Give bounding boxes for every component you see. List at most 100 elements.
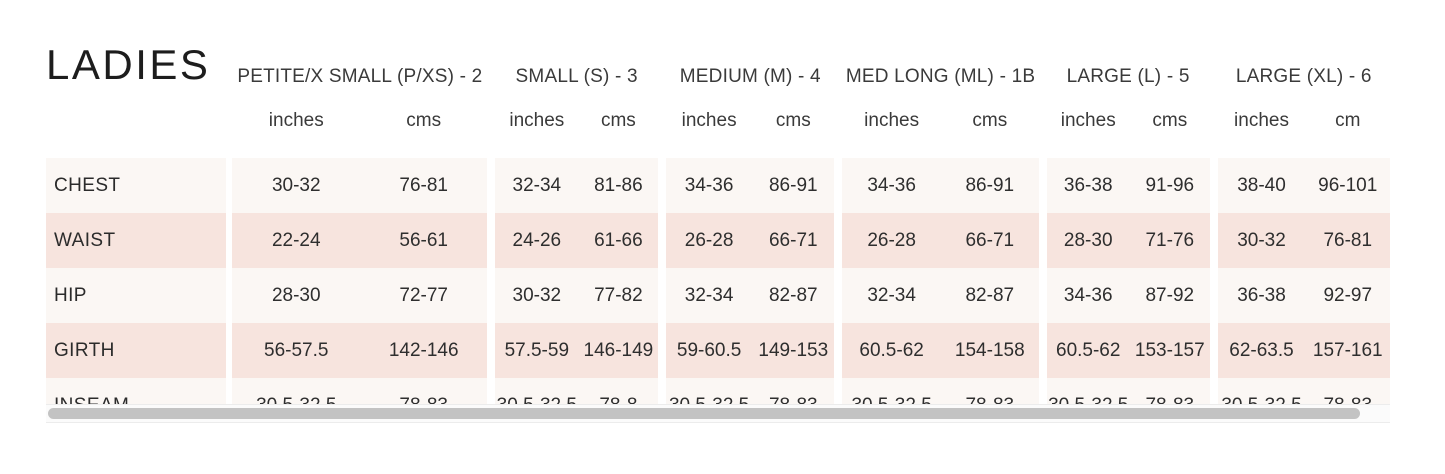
cell-girth-s-cms: 146-149 — [578, 323, 659, 378]
gutter — [834, 158, 843, 213]
cell-hip-pxs-inches: 28-30 — [232, 268, 361, 323]
cell-inseam-ml-cms: 78-83 — [940, 378, 1039, 405]
cell-hip-ml-cms: 82-87 — [940, 268, 1039, 323]
cell-chest-m-cms: 86-91 — [752, 158, 835, 213]
gutter — [658, 0, 667, 86]
gutter — [1209, 323, 1218, 378]
gutter — [487, 213, 496, 268]
unit-header-ml-cms: cms — [972, 110, 1008, 131]
cell-hip-s-inches: 30-32 — [495, 268, 579, 323]
gutter — [834, 323, 843, 378]
row-label-hip: HIP — [46, 268, 226, 323]
gutter — [834, 86, 843, 158]
cell-inseam-m-inches: 30.5-32.5 — [666, 378, 753, 405]
gutter — [1038, 378, 1047, 405]
size-group-header-m: MEDIUM (M) - 4 — [679, 66, 821, 87]
cell-inseam-xl-inches: 30.5-32.5 — [1217, 378, 1306, 405]
horizontal-scrollbar[interactable] — [46, 404, 1390, 423]
cell-waist-xl-inches: 30-32 — [1217, 213, 1306, 268]
gutter — [834, 268, 843, 323]
table-row: HIP 28-30 72-77 30-32 77-82 32-34 82-87 … — [46, 268, 1390, 323]
cell-chest-m-inches: 34-36 — [666, 158, 753, 213]
cell-chest-pxs-inches: 30-32 — [232, 158, 361, 213]
gutter — [487, 268, 496, 323]
cell-chest-s-cms: 81-86 — [578, 158, 659, 213]
cell-girth-l-inches: 60.5-62 — [1046, 323, 1130, 378]
cell-inseam-m-cms: 78-83 — [752, 378, 835, 405]
gutter — [225, 213, 233, 268]
unit-header-pxs-inches: inches — [268, 110, 324, 131]
gutter — [487, 0, 496, 86]
cell-hip-xl-inches: 36-38 — [1217, 268, 1306, 323]
cell-inseam-xl-cms: 78-83 — [1305, 378, 1390, 405]
cell-inseam-s-inches: 30.5-32.5 — [495, 378, 579, 405]
cell-inseam-l-cms: 78-83 — [1129, 378, 1210, 405]
cell-inseam-pxs-inches: 30.5-32.5 — [232, 378, 361, 405]
cell-hip-xl-cms: 92-97 — [1305, 268, 1390, 323]
gutter — [225, 268, 233, 323]
size-group-header-l: LARGE (L) - 5 — [1066, 66, 1190, 87]
gutter — [225, 158, 233, 213]
row-label-inseam: INSEAM — [46, 378, 226, 405]
gutter — [658, 158, 667, 213]
gutter — [487, 323, 496, 378]
header-unit-spacer — [46, 86, 226, 158]
cell-waist-m-cms: 66-71 — [752, 213, 835, 268]
gutter — [487, 86, 496, 158]
cell-hip-l-inches: 34-36 — [1046, 268, 1130, 323]
gutter — [658, 268, 667, 323]
gutter — [1038, 86, 1047, 158]
cell-girth-ml-cms: 154-158 — [940, 323, 1039, 378]
gutter — [1038, 268, 1047, 323]
cell-chest-xl-inches: 38-40 — [1217, 158, 1306, 213]
cell-chest-l-inches: 36-38 — [1046, 158, 1130, 213]
cell-girth-xl-cms: 157-161 — [1305, 323, 1390, 378]
unit-header-xl-inches: inches — [1234, 110, 1289, 131]
cell-girth-xl-inches: 62-63.5 — [1217, 323, 1306, 378]
gutter — [1209, 158, 1218, 213]
cell-waist-ml-cms: 66-71 — [940, 213, 1039, 268]
cell-hip-pxs-cms: 72-77 — [360, 268, 488, 323]
cell-girth-l-cms: 153-157 — [1129, 323, 1210, 378]
unit-header-l-inches: inches — [1060, 110, 1116, 131]
cell-waist-xl-cms: 76-81 — [1305, 213, 1390, 268]
row-label-chest: CHEST — [46, 158, 226, 213]
header-unit-row: inches cms inches cms inches cms inches … — [46, 86, 1390, 158]
unit-header-l-cms: cms — [1152, 110, 1188, 131]
gutter — [1038, 323, 1047, 378]
gutter — [1038, 0, 1047, 86]
cell-waist-m-inches: 26-28 — [666, 213, 753, 268]
cell-girth-pxs-cms: 142-146 — [360, 323, 488, 378]
cell-chest-l-cms: 91-96 — [1129, 158, 1210, 213]
cell-inseam-ml-inches: 30.5-32.5 — [842, 378, 941, 405]
gutter — [658, 213, 667, 268]
cell-hip-m-inches: 32-34 — [666, 268, 753, 323]
gutter — [1209, 378, 1218, 405]
cell-girth-s-inches: 57.5-59 — [495, 323, 579, 378]
header-group-row: LADIES PETITE/X SMALL (P/XS) - 2 SMALL (… — [46, 0, 1390, 86]
cell-chest-ml-inches: 34-36 — [842, 158, 941, 213]
unit-header-s-inches: inches — [509, 110, 565, 131]
unit-header-m-inches: inches — [681, 110, 737, 131]
unit-header-pxs-cms: cms — [406, 110, 442, 131]
unit-header-ml-inches: inches — [864, 110, 920, 131]
cell-waist-ml-inches: 26-28 — [842, 213, 941, 268]
scrollbar-thumb[interactable] — [48, 408, 1360, 419]
table-row: WAIST 22-24 56-61 24-26 61-66 26-28 66-7… — [46, 213, 1390, 268]
gutter — [834, 378, 843, 405]
cell-hip-s-cms: 77-82 — [578, 268, 659, 323]
unit-header-s-cms: cms — [600, 110, 636, 131]
cell-hip-m-cms: 82-87 — [752, 268, 835, 323]
table-body: CHEST 30-32 76-81 32-34 81-86 34-36 86-9… — [46, 158, 1390, 405]
table-row: INSEAM 30.5-32.5 78-83 30.5-32.5 78-8 30… — [46, 378, 1390, 405]
cell-chest-ml-cms: 86-91 — [940, 158, 1039, 213]
size-chart-scroll-viewport[interactable]: LADIES PETITE/X SMALL (P/XS) - 2 SMALL (… — [46, 0, 1390, 405]
cell-waist-s-inches: 24-26 — [495, 213, 579, 268]
gutter — [225, 0, 233, 86]
cell-waist-s-cms: 61-66 — [578, 213, 659, 268]
cell-girth-m-inches: 59-60.5 — [666, 323, 753, 378]
table-row: GIRTH 56-57.5 142-146 57.5-59 146-149 59… — [46, 323, 1390, 378]
cell-chest-pxs-cms: 76-81 — [360, 158, 488, 213]
gutter — [487, 378, 496, 405]
